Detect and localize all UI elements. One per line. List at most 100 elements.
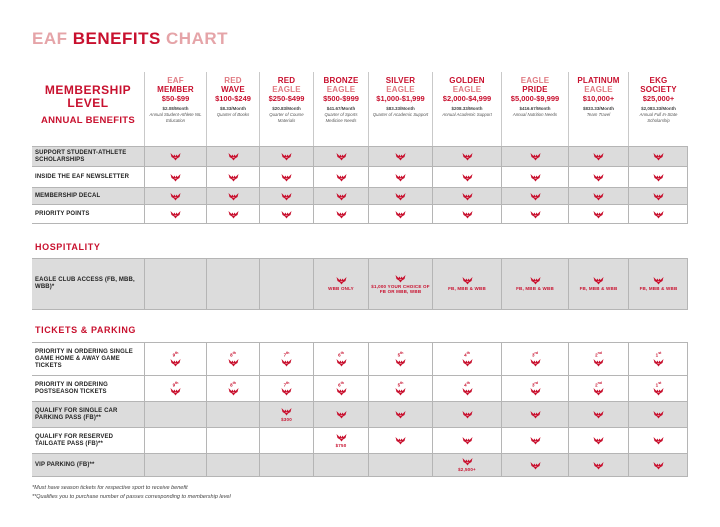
benefit-cell (501, 402, 568, 427)
eagle-icon (653, 277, 664, 285)
rank-suffix: th (340, 380, 344, 385)
benefit-cell: 7th (259, 376, 313, 401)
benefit-cell (432, 402, 501, 427)
eagle-icon (530, 388, 540, 396)
table-row: VIP PARKING (FB)** $2,500+ (32, 454, 688, 477)
level-name-line1: EAGLE (520, 76, 550, 85)
eagle-icon (462, 153, 472, 161)
benefit-cell (501, 454, 568, 476)
eagle-icon (336, 192, 346, 200)
tickets-parking-table: PRIORITY IN ORDERING SINGLE GAME HOME & … (32, 342, 688, 477)
eagle-icon (336, 173, 346, 181)
footnote: **Qualifies you to purchase number of pa… (32, 494, 231, 500)
table-row: PRIORITY POINTS (32, 205, 688, 224)
benefit-cell: 8th (206, 343, 259, 375)
eagle-icon (336, 358, 346, 367)
priority-rank: 9th (173, 351, 179, 358)
benefit-cell (259, 147, 313, 166)
benefit-cell (501, 428, 568, 453)
level-benefit: Quarter of Academic Support (372, 112, 429, 117)
eagle-icon (228, 192, 238, 200)
priority-rank: 4th (464, 351, 470, 358)
benefit-cell (568, 188, 628, 204)
benefit-cell: 8th (206, 376, 259, 401)
eagle-icon (281, 358, 292, 367)
eagle-icon (593, 173, 604, 181)
level-column-header: EKG SOCIETY $25,000+ $2,083.33/Month Annual … (628, 72, 688, 146)
title-part-3: CHART (166, 29, 229, 48)
eagle-icon (530, 153, 540, 161)
cell-note: WBB ONLY (328, 286, 354, 292)
title-part-1: EAF (32, 29, 73, 48)
level-name: GOLDEN EAGLE (435, 76, 499, 94)
table-row: PRIORITY IN ORDERING POSTSEASON TICKETS 9… (32, 376, 688, 402)
table-right-border (687, 259, 688, 310)
rank-suffix: nd (597, 351, 602, 356)
rank-suffix: th (400, 351, 404, 356)
eagle-icon (462, 210, 472, 218)
level-column-header: GOLDEN EAGLE $2,000-$4,999 $208.33/Month Ann… (432, 72, 501, 146)
level-name-line2: EAGLE (584, 85, 613, 94)
eagle-icon (336, 433, 346, 442)
benefit-cell (432, 428, 501, 453)
benefit-cell (628, 147, 688, 166)
priority-rank: 8th (230, 351, 236, 358)
level-benefit: Annual Full In-State Scholarship (639, 112, 678, 123)
eagle-icon (530, 277, 540, 285)
eagle-icon (170, 358, 181, 367)
benefit-cell (501, 147, 568, 166)
benefit-cell (259, 259, 313, 309)
benefit-cell (368, 167, 432, 187)
level-name-line2: EAGLE (386, 85, 415, 94)
benefit-cell (432, 147, 501, 166)
benefit-cell: WBB ONLY (313, 259, 368, 309)
benefit-cell (206, 205, 259, 223)
priority-rank: 1st (656, 381, 662, 388)
benefit-cell (568, 167, 628, 187)
benefit-cell (144, 205, 206, 223)
level-name-line2: EAGLE (272, 85, 301, 94)
benefit-cell (568, 402, 628, 427)
rank-suffix: th (232, 351, 236, 356)
row-label: PRIORITY IN ORDERING POSTSEASON TICKETS (35, 381, 108, 395)
eagle-icon (593, 210, 604, 218)
eagle-icon (530, 210, 540, 218)
benefit-cell (628, 167, 688, 187)
eagle-icon (228, 210, 238, 218)
rank-number: 9 (172, 382, 176, 388)
eagle-icon (653, 461, 664, 469)
level-name-line1: SILVER (385, 76, 416, 85)
rank-number: 8 (230, 352, 233, 358)
level-name-line1: PLATINUM (577, 76, 620, 85)
level-monthly: $2.08/Month (162, 106, 189, 111)
eagle-icon (281, 192, 292, 200)
benefit-cell (144, 428, 206, 453)
cell-note: $2,500+ (458, 467, 476, 473)
benefit-cell (313, 454, 368, 476)
rank-number: 1 (655, 382, 659, 388)
eagle-icon (336, 210, 346, 218)
eagle-icon (462, 411, 472, 419)
eagle-icon (593, 437, 604, 445)
rank-suffix: rd (534, 351, 539, 356)
eagle-icon (593, 411, 604, 419)
benefit-cell: 9th (144, 343, 206, 375)
rank-suffix: st (658, 351, 662, 356)
level-price: $5,000-$9,999 (510, 94, 560, 103)
eagle-icon (336, 411, 346, 419)
level-name-line2: PRIDE (522, 85, 548, 94)
eagle-icon (462, 358, 472, 367)
table-row: QUALIFY FOR SINGLE CAR PARKING PASS (FB)… (32, 402, 688, 428)
general-benefits-table: SUPPORT STUDENT-ATHLETE SCHOLARSHIPS INSI… (32, 146, 688, 224)
benefit-cell (206, 428, 259, 453)
priority-rank: 5th (398, 351, 404, 358)
rank-suffix: th (175, 351, 179, 356)
benefit-cell (501, 205, 568, 223)
level-monthly: $2,083.33/Month (641, 106, 676, 111)
annual-benefits-label: ANNUAL BENEFITS (40, 115, 136, 126)
eagle-icon (395, 210, 406, 218)
benefit-cell (368, 147, 432, 166)
row-label: EAGLE CLUB ACCESS (FB, MBB, WBB)* (35, 277, 135, 290)
priority-rank: 9th (173, 381, 179, 388)
eagle-icon (228, 173, 238, 181)
